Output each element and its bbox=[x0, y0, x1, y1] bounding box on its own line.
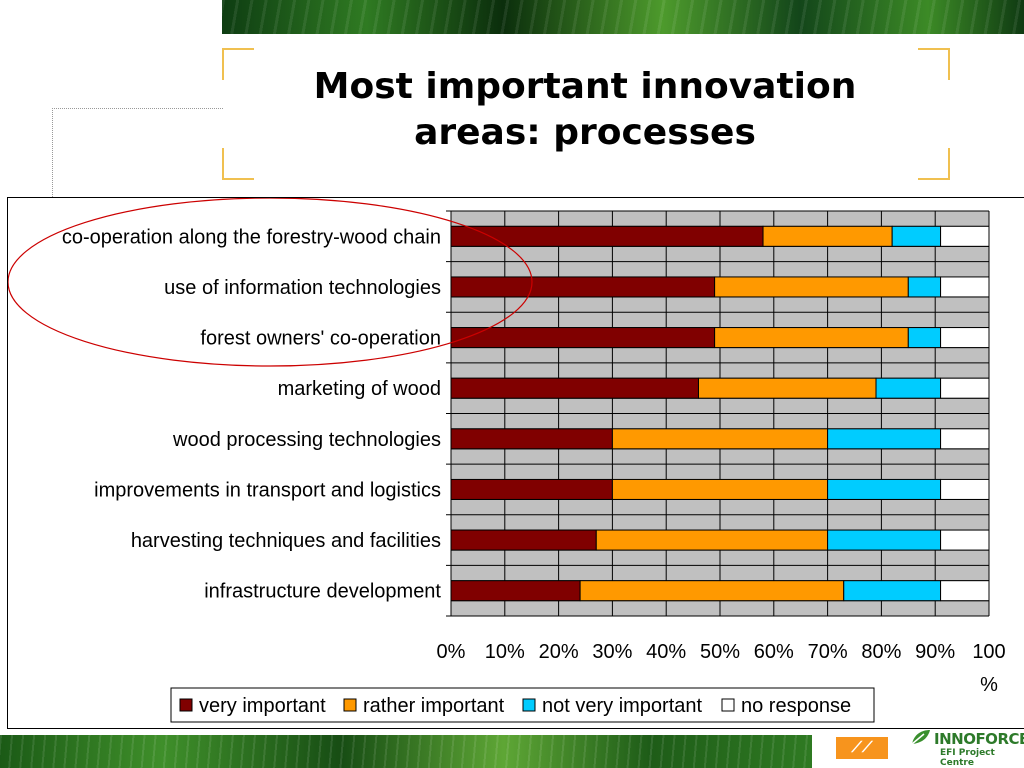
x-tick-label: 60% bbox=[754, 641, 794, 663]
title-bracket-top-left bbox=[222, 48, 254, 80]
bar-segment bbox=[940, 428, 990, 450]
chart-frame: co-operation along the forestry-wood cha… bbox=[7, 197, 1024, 729]
bar-segment bbox=[940, 377, 990, 399]
y-tick-label: wood processing technologies bbox=[172, 429, 441, 451]
x-tick-label: 20% bbox=[539, 641, 579, 663]
bar-segment bbox=[611, 428, 829, 450]
x-tick-label: 90% bbox=[915, 641, 955, 663]
y-tick-label: marketing of wood bbox=[278, 378, 441, 400]
legend-swatch bbox=[522, 698, 536, 712]
y-tick-label: improvements in transport and logistics bbox=[94, 479, 441, 501]
bar-segment bbox=[940, 478, 990, 500]
bar-segment bbox=[714, 327, 909, 349]
slide-title: Most important innovation areas: process… bbox=[250, 64, 920, 156]
bar-segment bbox=[940, 327, 990, 349]
legend-label: no response bbox=[741, 695, 851, 717]
bar-segment bbox=[450, 276, 716, 298]
legend-label: not very important bbox=[542, 695, 703, 717]
leaf-logo-icon bbox=[911, 730, 930, 745]
bar-segment bbox=[697, 377, 877, 399]
bar-segment bbox=[450, 327, 716, 349]
title-bracket-bottom-left bbox=[222, 148, 254, 180]
partner-logo-icon: ⟋⟋ bbox=[836, 737, 888, 759]
x-tick-label: 100 bbox=[972, 641, 1005, 663]
x-tick-label-unit: % bbox=[980, 674, 998, 696]
y-tick-label: use of information technologies bbox=[164, 277, 441, 299]
bar-segment bbox=[714, 276, 909, 298]
legend-swatch bbox=[721, 698, 735, 712]
x-tick-label: 80% bbox=[861, 641, 901, 663]
legend-label: very important bbox=[199, 695, 326, 717]
y-tick-label: infrastructure development bbox=[204, 581, 441, 603]
legend-label: rather important bbox=[363, 695, 505, 717]
bar-segment bbox=[907, 276, 942, 298]
bar-segment bbox=[595, 529, 829, 551]
legend-swatch bbox=[179, 698, 193, 712]
highlight-ellipse bbox=[8, 198, 533, 367]
bar-segment bbox=[579, 580, 845, 602]
bar-segment bbox=[875, 377, 942, 399]
brand-logo: INNOFORCE EFI Project Centre bbox=[910, 726, 1024, 768]
decorative-dotted-frame bbox=[52, 108, 223, 197]
bottom-banner bbox=[0, 735, 812, 768]
x-tick-label: 30% bbox=[592, 641, 632, 663]
bar-segment bbox=[940, 276, 990, 298]
bar-segment bbox=[940, 580, 990, 602]
x-tick-label: 50% bbox=[700, 641, 740, 663]
bar-segment bbox=[450, 377, 699, 399]
slide-title-line-1: Most important innovation bbox=[313, 66, 857, 107]
y-tick-label: forest owners' co-operation bbox=[200, 328, 441, 350]
bar-segment bbox=[450, 580, 581, 602]
bar-segment bbox=[611, 478, 829, 500]
bar-segment bbox=[891, 225, 942, 247]
x-tick-label: 40% bbox=[646, 641, 686, 663]
y-tick-label: co-operation along the forestry-wood cha… bbox=[62, 226, 441, 248]
bar-segment bbox=[450, 478, 613, 500]
bar-segment bbox=[907, 327, 942, 349]
bar-segment bbox=[940, 529, 990, 551]
x-tick-label: 0% bbox=[437, 641, 466, 663]
x-tick-label: 70% bbox=[808, 641, 848, 663]
bar-segment bbox=[827, 478, 942, 500]
bar-segment bbox=[827, 428, 942, 450]
y-tick-label: harvesting techniques and facilities bbox=[131, 530, 441, 552]
bar-segment bbox=[843, 580, 942, 602]
bar-segment bbox=[762, 225, 893, 247]
bar-segment bbox=[450, 529, 597, 551]
bar-segment bbox=[940, 225, 990, 247]
title-bracket-top-right bbox=[918, 48, 950, 80]
top-banner bbox=[222, 0, 1024, 34]
x-tick-label: 10% bbox=[485, 641, 525, 663]
title-bracket-bottom-right bbox=[918, 148, 950, 180]
bar-segment bbox=[450, 428, 613, 450]
legend-swatch bbox=[343, 698, 357, 712]
slide-title-line-2: areas: processes bbox=[414, 112, 756, 153]
bar-segment bbox=[450, 225, 764, 247]
brand-name: INNOFORCE bbox=[934, 730, 1024, 748]
bar-segment bbox=[827, 529, 942, 551]
stacked-bar-chart: co-operation along the forestry-wood cha… bbox=[8, 198, 1006, 723]
brand-subtitle: EFI Project Centre bbox=[940, 748, 995, 768]
